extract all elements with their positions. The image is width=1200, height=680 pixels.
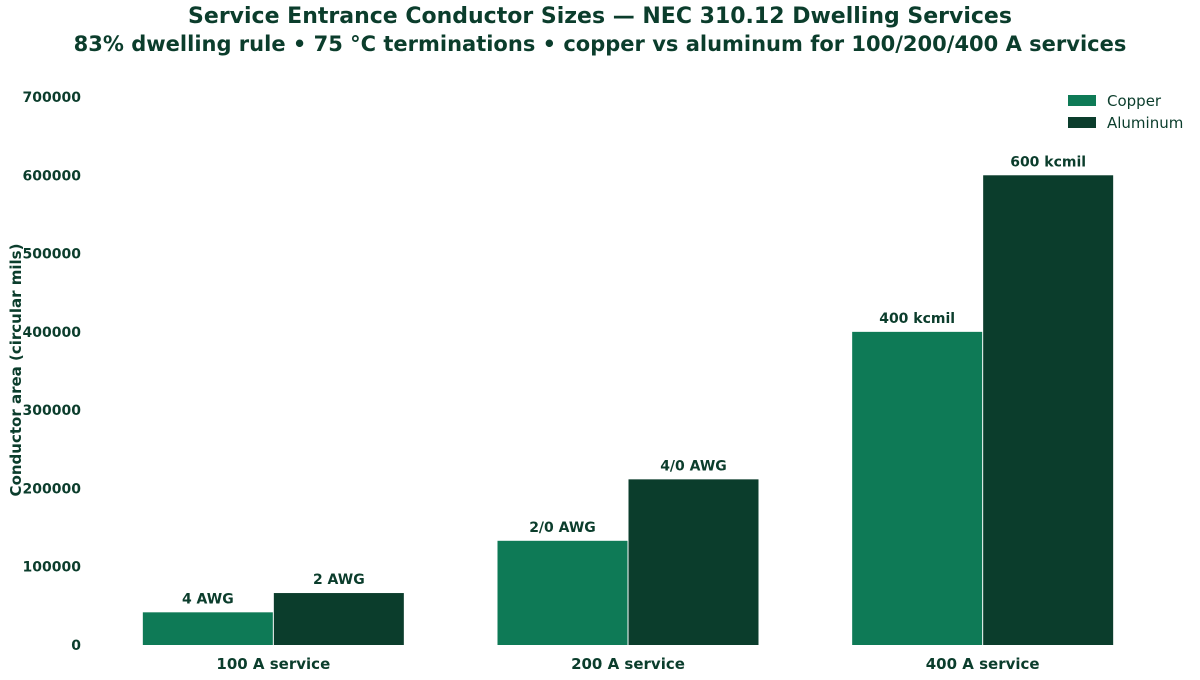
- bar-data-label: 2/0 AWG: [529, 520, 596, 536]
- y-tick-label: 400000: [23, 325, 82, 341]
- y-axis: 0 100000 200000 300000 400000 500000 600000 700…: [23, 90, 82, 654]
- legend-label: Copper: [1107, 92, 1162, 110]
- bar-group: 4 AWG 2 AWG 2/0 AWG 4/0 AWG 400 kcmil 600 kcm…: [142, 154, 1114, 646]
- y-tick-label: 600000: [23, 168, 82, 184]
- x-tick-label: 400 A service: [926, 655, 1040, 673]
- y-axis-label: Conductor area (circular mils): [7, 244, 25, 497]
- y-tick-label: 100000: [23, 560, 82, 576]
- chart-subtitle: 83% dwelling rule • 75 °C terminations •…: [73, 32, 1127, 56]
- bar-data-label: 400 kcmil: [879, 311, 955, 327]
- bar-aluminum: [273, 593, 404, 645]
- x-axis: 100 A service 200 A service 400 A service: [216, 655, 1039, 673]
- bar-data-label: 600 kcmil: [1010, 154, 1086, 170]
- bar-copper: [852, 331, 983, 645]
- legend-swatch-copper: [1068, 95, 1096, 106]
- bar-aluminum: [983, 175, 1114, 646]
- chart-title: Service Entrance Conductor Sizes — NEC 3…: [188, 4, 1012, 29]
- bar-copper: [142, 612, 273, 645]
- y-tick-label: 200000: [23, 481, 82, 497]
- bar-data-label: 2 AWG: [313, 572, 365, 588]
- legend-label: Aluminum: [1107, 114, 1183, 132]
- legend: Copper Aluminum: [1068, 92, 1183, 132]
- y-tick-label: 700000: [23, 90, 82, 106]
- bar-copper: [497, 540, 628, 645]
- x-tick-label: 200 A service: [571, 655, 685, 673]
- y-tick-label: 300000: [23, 403, 82, 419]
- bar-data-label: 4/0 AWG: [660, 458, 727, 474]
- bar-data-label: 4 AWG: [182, 591, 234, 607]
- bar-aluminum: [628, 479, 759, 645]
- y-tick-label: 0: [71, 638, 81, 654]
- legend-swatch-aluminum: [1068, 117, 1096, 128]
- x-tick-label: 100 A service: [216, 655, 330, 673]
- y-tick-label: 500000: [23, 247, 82, 263]
